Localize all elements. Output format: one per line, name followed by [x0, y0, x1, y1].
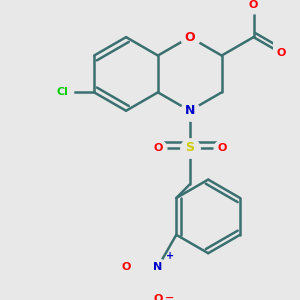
Text: O: O — [184, 31, 195, 44]
Text: N: N — [184, 104, 195, 117]
Text: N: N — [153, 262, 163, 272]
Text: Cl: Cl — [56, 87, 68, 98]
Text: +: + — [166, 251, 174, 261]
Text: O: O — [153, 142, 163, 153]
Text: −: − — [164, 293, 174, 300]
Text: O: O — [121, 262, 130, 272]
Text: S: S — [185, 141, 194, 154]
Text: O: O — [217, 142, 226, 153]
Text: O: O — [153, 294, 163, 300]
Text: O: O — [249, 0, 258, 10]
Text: O: O — [277, 48, 286, 58]
